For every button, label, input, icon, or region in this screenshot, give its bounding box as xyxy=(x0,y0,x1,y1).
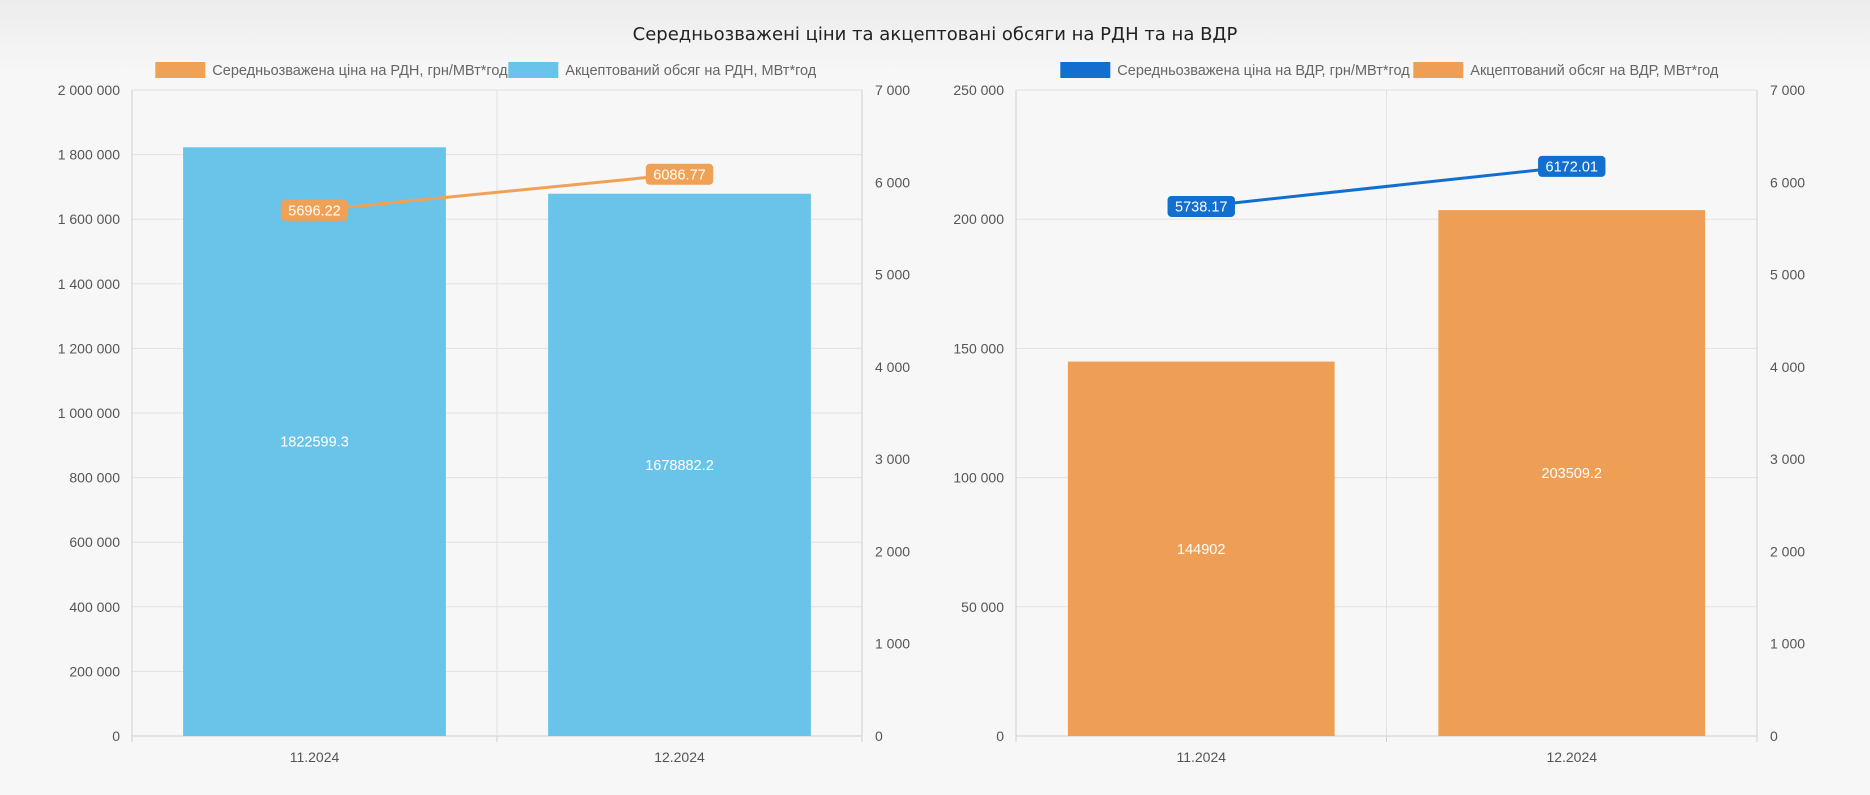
y-left-tick-label: 1 000 000 xyxy=(58,405,120,421)
point-value-label: 5738.17 xyxy=(1175,199,1227,215)
legend-label: Середньозважена ціна на ВДР, грн/МВт*год xyxy=(1117,63,1410,79)
bar-value-label: 144902 xyxy=(1177,542,1225,558)
x-tick-label: 11.2024 xyxy=(290,749,340,765)
y-left-tick-label: 2 000 000 xyxy=(58,82,120,98)
point-label-box xyxy=(280,199,349,221)
y-right-tick-label: 6 000 xyxy=(875,174,910,190)
y-left-tick-label: 1 600 000 xyxy=(58,211,120,227)
legend-label: Середньозважена ціна на РДН, грн/МВт*год xyxy=(212,63,508,79)
y-right-tick-label: 0 xyxy=(1770,728,1778,744)
y-right-tick-label: 5 000 xyxy=(875,267,910,283)
y-right-tick-label: 2 000 xyxy=(1770,543,1805,559)
y-left-tick-label: 250 000 xyxy=(953,82,1004,98)
series-line xyxy=(1201,164,1572,208)
legend-swatch xyxy=(1060,62,1111,78)
chart-panel-2: 0 50 000 100 000 150 000 200 000 250 000 0 1 00… xyxy=(953,62,1805,765)
legend-swatch xyxy=(155,62,206,78)
x-tick-label: 11.2024 xyxy=(1176,749,1226,765)
chart-title: Середньозважені ціни та акцептовані обся… xyxy=(632,24,1238,45)
y-left-tick-label: 600 000 xyxy=(69,534,120,550)
y-right-tick-label: 1 000 xyxy=(1770,636,1805,652)
bar-value-label: 1822599.3 xyxy=(280,435,349,451)
y-left-tick-label: 100 000 xyxy=(953,470,1004,486)
y-right-tick-label: 3 000 xyxy=(875,451,910,467)
y-left-tick-label: 200 000 xyxy=(953,211,1004,227)
y-right-tick-label: 7 000 xyxy=(1770,82,1805,98)
y-right-tick-label: 3 000 xyxy=(1770,451,1805,467)
y-right-tick-label: 1 000 xyxy=(875,636,910,652)
series-line xyxy=(314,172,680,212)
x-tick-label: 12.2024 xyxy=(654,749,705,765)
y-left-tick-label: 400 000 xyxy=(69,599,120,615)
bar xyxy=(1438,210,1706,737)
y-right-tick-label: 5 000 xyxy=(1770,267,1805,283)
bar xyxy=(183,147,446,737)
bar xyxy=(548,193,811,736)
legend-label: Акцептований обсяг на ВДР, МВт*год xyxy=(1470,63,1719,79)
bar xyxy=(1067,361,1335,736)
bar-value-label: 203509.2 xyxy=(1542,466,1602,482)
y-left-tick-label: 0 xyxy=(112,728,120,744)
y-right-tick-label: 4 000 xyxy=(875,359,910,375)
y-left-tick-label: 1 200 000 xyxy=(58,340,120,356)
y-left-tick-label: 200 000 xyxy=(69,663,120,679)
point-value-label: 6086.77 xyxy=(653,167,705,183)
x-tick-label: 12.2024 xyxy=(1546,749,1597,765)
point-label-box xyxy=(645,163,714,185)
y-left-tick-label: 50 000 xyxy=(961,599,1004,615)
y-left-tick-label: 0 xyxy=(996,728,1004,744)
y-right-tick-label: 2 000 xyxy=(875,543,910,559)
y-left-tick-label: 1 800 000 xyxy=(58,147,120,163)
y-right-tick-label: 6 000 xyxy=(1770,174,1805,190)
y-right-tick-label: 7 000 xyxy=(875,82,910,98)
y-left-tick-label: 150 000 xyxy=(953,340,1004,356)
y-right-tick-label: 4 000 xyxy=(1770,359,1805,375)
y-left-tick-label: 800 000 xyxy=(69,470,120,486)
bar-value-label: 1678882.2 xyxy=(645,458,714,474)
point-label-box xyxy=(1538,155,1606,177)
chart-panel-1: 0 200 000 400 000 600 000 800 000 1 000 000 1 … xyxy=(58,62,910,765)
header-shade xyxy=(0,0,1870,70)
y-left-tick-label: 1 400 000 xyxy=(58,276,120,292)
legend-swatch xyxy=(508,62,559,78)
point-label-box xyxy=(1167,195,1235,217)
point-value-label: 6172.01 xyxy=(1546,159,1598,175)
y-right-tick-label: 0 xyxy=(875,728,883,744)
legend-label: Акцептований обсяг на РДН, МВт*год xyxy=(565,63,816,79)
point-value-label: 5696.22 xyxy=(288,203,340,219)
legend-swatch xyxy=(1413,62,1464,78)
